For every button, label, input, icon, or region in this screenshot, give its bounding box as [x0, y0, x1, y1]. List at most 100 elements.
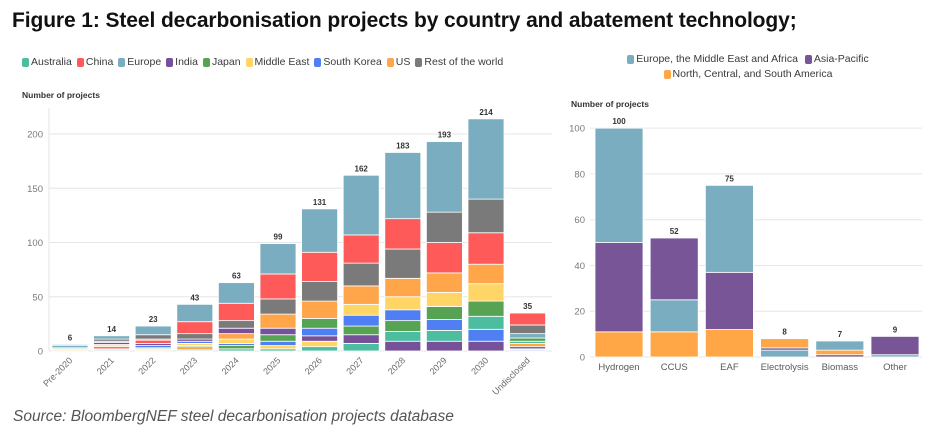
bar-segment-us: [259, 313, 297, 329]
total-label: 6: [68, 333, 73, 342]
bar-segment-americas: [760, 338, 809, 349]
bar-2028: [384, 152, 422, 352]
legend-item-us: US: [386, 56, 411, 68]
legend-swatch: [663, 70, 671, 79]
x-tick-label: 2030: [469, 355, 490, 376]
y-tick-label: 100: [27, 238, 43, 249]
bar-segment-india: [384, 340, 422, 352]
bar-segment-south_korea: [467, 328, 505, 342]
bar-segment-rest_of_world: [259, 298, 297, 315]
y-tick-label: 40: [574, 261, 585, 272]
bar-2023: [176, 303, 214, 352]
bar-segment-middle_east: [301, 340, 339, 348]
bar-segment-south_korea: [301, 327, 339, 337]
bar-segment-europe: [467, 118, 505, 200]
bar-segment-apac: [594, 242, 644, 333]
bar-eaf: [705, 184, 754, 358]
bar-segment-india: [342, 334, 380, 344]
bar-segment-americas: [594, 331, 644, 358]
x-tick-label: 2029: [428, 355, 449, 376]
legend-label: North, Central, and South America: [672, 68, 833, 80]
legend-item-europe: Europe: [118, 56, 161, 68]
bar-segment-emea: [760, 349, 809, 358]
bar-segment-china: [384, 218, 422, 250]
bar-segment-europe: [259, 243, 297, 275]
x-tick-label: 2023: [178, 355, 199, 376]
bar-pre-2020: [51, 344, 89, 352]
bar-segment-europe: [384, 152, 422, 220]
country-legend: Australia China Europe India Japan Middl…: [22, 56, 503, 68]
left-y-axis-title: Number of projects: [22, 90, 100, 100]
bar-segment-us: [384, 277, 422, 298]
y-tick-label: 100: [569, 124, 585, 135]
x-tick-label: CCUS: [661, 362, 688, 373]
bar-segment-australia: [467, 315, 505, 330]
figure-title: Figure 1: Steel decarbonisation projects…: [12, 9, 797, 32]
bar-segment-india: [259, 327, 297, 336]
bar-segment-us: [301, 300, 339, 319]
bar-segment-australia: [342, 343, 380, 352]
x-tick-label: EAF: [720, 362, 739, 373]
bar-segment-us: [509, 343, 547, 348]
legend-swatch: [118, 57, 126, 67]
x-tick-label: Hydrogen: [598, 362, 639, 373]
bar-segment-europe: [134, 325, 172, 336]
bar-segment-us: [176, 346, 214, 351]
x-tick-label: 2024: [220, 355, 241, 376]
total-label: 9: [893, 325, 898, 334]
x-tick-label: Biomass: [822, 362, 859, 373]
y-tick-label: 0: [580, 353, 585, 364]
bar-segment-south_korea: [342, 314, 380, 327]
x-tick-label: Other: [883, 362, 907, 373]
legend-item-australia: Australia: [22, 56, 72, 68]
bar-2025: [259, 243, 297, 352]
y-tick-label: 60: [574, 215, 585, 226]
bar-segment-japan: [384, 320, 422, 332]
bar-segment-china: [509, 312, 547, 326]
bar-segment-middle_east: [425, 292, 463, 307]
y-tick-label: 150: [27, 184, 43, 195]
total-label: 162: [355, 164, 369, 173]
bar-hydrogen: [594, 127, 644, 358]
legend-swatch: [166, 57, 174, 67]
bar-2027: [342, 174, 380, 352]
legend-label: Asia-Pacific: [813, 53, 869, 65]
bar-segment-rest_of_world: [425, 211, 463, 243]
legend-label: China: [85, 56, 114, 68]
legend-label: US: [395, 56, 411, 68]
bar-segment-americas: [815, 349, 865, 356]
y-tick-label: 20: [574, 307, 585, 318]
bar-segment-south_korea: [384, 309, 422, 322]
bar-segment-japan: [509, 337, 547, 342]
bar-segment-middle_east: [467, 283, 505, 302]
x-tick-label: 2021: [95, 355, 116, 376]
y-tick-label: 0: [38, 347, 43, 358]
bar-segment-china: [301, 251, 339, 282]
legend-item-china: China: [76, 56, 114, 68]
total-label: 7: [838, 330, 843, 339]
bar-undisclosed: [509, 312, 547, 352]
bar-segment-us: [217, 333, 255, 340]
legend-label: Rest of the world: [424, 56, 504, 68]
legend-item-india: India: [166, 56, 198, 68]
bar-segment-rest_of_world: [342, 262, 380, 287]
x-tick-label: 2026: [303, 355, 324, 376]
bar-segment-china: [342, 234, 380, 264]
bar-segment-americas: [705, 329, 754, 358]
x-tick-label: Undisclosed: [490, 355, 532, 397]
legend-item-south-korea: South Korea: [314, 56, 382, 68]
bar-segment-europe: [176, 303, 214, 323]
bar-segment-middle_east: [342, 303, 380, 316]
bar-segment-south_korea: [259, 340, 297, 346]
bar-segment-india: [425, 340, 463, 352]
x-tick-label: Electrolysis: [761, 362, 809, 373]
legend-label: Middle East: [254, 56, 310, 68]
x-tick-label: 2025: [261, 355, 282, 376]
bar-segment-middle_east: [384, 296, 422, 311]
legend-label: Australia: [31, 56, 72, 68]
bar-2024: [217, 282, 255, 352]
bar-segment-us: [425, 272, 463, 293]
x-tick-label: 2027: [344, 355, 365, 376]
source-note: Source: BloombergNEF steel decarbonisati…: [13, 408, 454, 425]
total-label: 14: [107, 325, 116, 334]
